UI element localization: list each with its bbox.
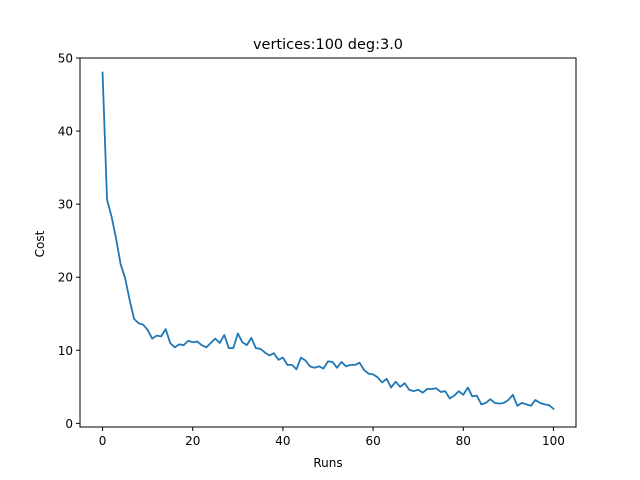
chart-title: vertices:100 deg:3.0 xyxy=(253,37,403,53)
x-tick-label: 0 xyxy=(99,434,107,448)
x-tick-label: 60 xyxy=(365,434,380,448)
axis-ticks: 0 20 40 60 80 100 0 10 20 30 40 50 xyxy=(58,52,565,449)
y-axis-title: Cost xyxy=(33,230,47,257)
x-tick-label: 20 xyxy=(185,434,200,448)
plot-area-frame xyxy=(79,57,577,428)
y-tick-label: 40 xyxy=(58,125,73,139)
y-tick-label: 50 xyxy=(58,52,73,66)
x-tick-label: 80 xyxy=(456,434,471,448)
y-tick-label: 30 xyxy=(58,198,73,212)
y-tick-label: 0 xyxy=(65,417,73,431)
y-tick-label: 20 xyxy=(58,271,73,285)
y-tick-label: 10 xyxy=(58,344,73,358)
x-tick-label: 40 xyxy=(275,434,290,448)
x-axis-title: Runs xyxy=(313,456,342,470)
x-tick-label: 100 xyxy=(542,434,565,448)
series-line-cost xyxy=(101,71,555,410)
